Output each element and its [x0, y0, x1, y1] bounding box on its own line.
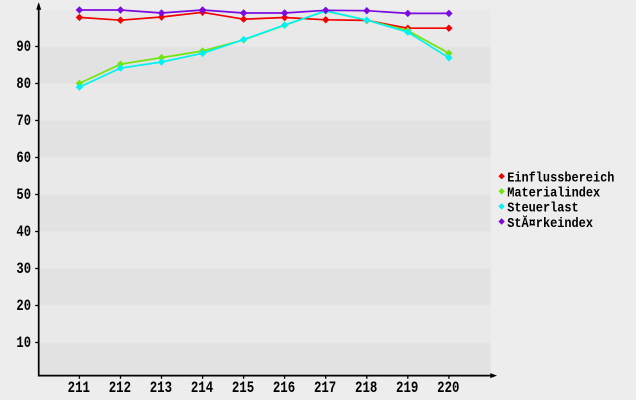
svg-text:30: 30	[16, 260, 31, 278]
svg-text:90: 90	[16, 38, 31, 56]
svg-text:217: 217	[314, 379, 336, 397]
svg-text:Einflussbereich: Einflussbereich	[507, 171, 614, 187]
svg-text:80: 80	[16, 75, 31, 93]
svg-text:50: 50	[16, 186, 31, 204]
svg-text:10: 10	[16, 334, 31, 352]
svg-text:218: 218	[355, 379, 377, 397]
svg-text:213: 213	[150, 379, 172, 397]
svg-text:20: 20	[16, 297, 31, 315]
svg-text:212: 212	[109, 379, 131, 397]
svg-text:211: 211	[68, 379, 90, 397]
svg-text:214: 214	[191, 379, 213, 397]
svg-text:216: 216	[273, 379, 295, 397]
svg-text:Materialindex: Materialindex	[507, 186, 600, 202]
svg-text:StĂ¤rkeindex: StĂ¤rkeindex	[507, 214, 593, 232]
svg-text:70: 70	[16, 112, 31, 130]
svg-text:215: 215	[232, 379, 254, 397]
svg-text:60: 60	[16, 149, 31, 167]
svg-text:40: 40	[16, 223, 31, 241]
svg-text:219: 219	[396, 379, 418, 397]
svg-text:Steuerlast: Steuerlast	[507, 201, 579, 217]
svg-text:220: 220	[437, 379, 459, 397]
